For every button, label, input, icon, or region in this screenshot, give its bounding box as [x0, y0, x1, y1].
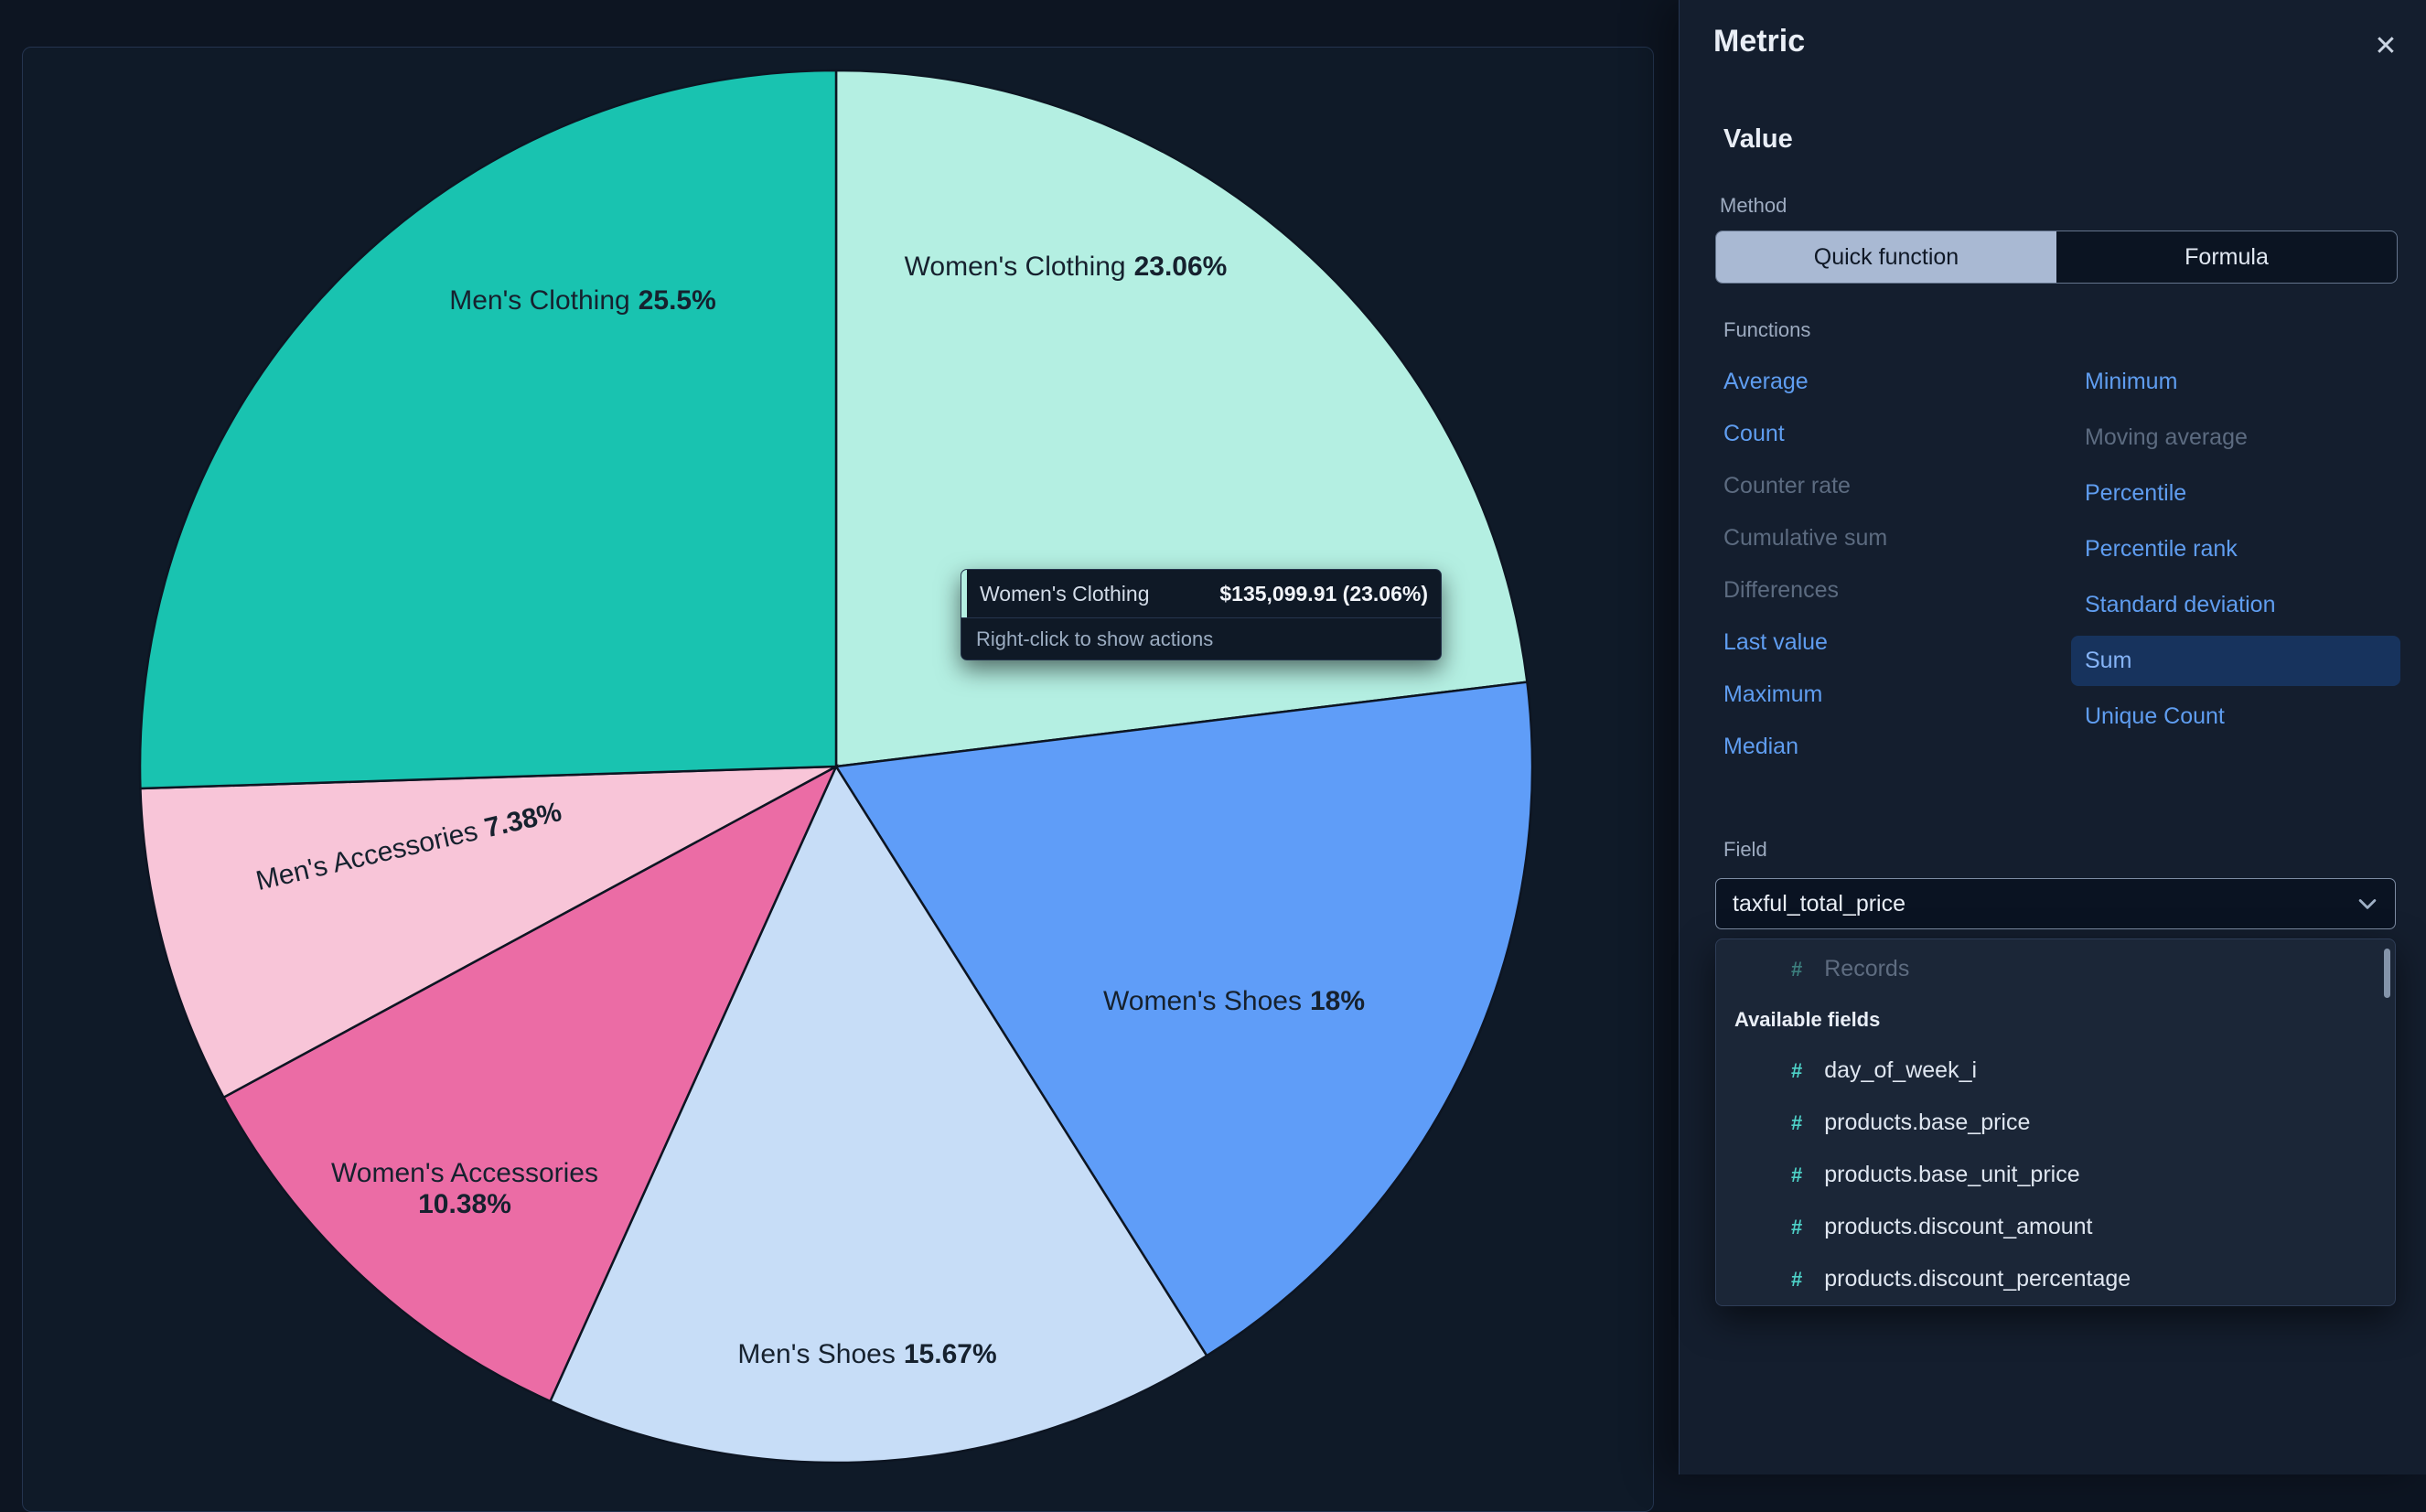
field-label: Field [1723, 838, 1767, 861]
function-maximum[interactable]: Maximum [1723, 681, 1823, 707]
method-button-group: Quick function Formula [1715, 231, 2398, 284]
pie-slice-women-s-accessories[interactable] [221, 764, 839, 1403]
functions-column-1: Average Count Counter rate Cumulative su… [1723, 368, 1887, 761]
function-median[interactable]: Median [1723, 734, 1798, 759]
pie-slice-men-s-accessories[interactable] [139, 765, 837, 1099]
function-minimum[interactable]: Minimum [2085, 369, 2178, 394]
function-standard-deviation[interactable]: Standard deviation [2085, 592, 2276, 617]
function-sum[interactable]: Sum [2071, 636, 2400, 686]
pie-slice-women-s-clothing[interactable] [834, 69, 1529, 768]
function-cumulative-sum: Cumulative sum [1723, 525, 1888, 551]
field-combobox[interactable]: taxful_total_price [1715, 878, 2396, 929]
tooltip-series-color-swatch [961, 570, 967, 617]
pie-chart [138, 69, 1534, 1464]
number-field-icon: # [1791, 957, 1803, 981]
method-quick-function-button[interactable]: Quick function [1716, 231, 2056, 283]
chevron-down-icon [2358, 899, 2377, 909]
tooltip-series-value: $135,099.91 (23.06%) [1219, 581, 1428, 606]
dropdown-option-label: products.base_price [1824, 1110, 2031, 1135]
method-formula-button[interactable]: Formula [2056, 231, 2397, 283]
function-last-value[interactable]: Last value [1723, 629, 1828, 655]
number-field-icon: # [1791, 1110, 1803, 1134]
dropdown-option-label: products.discount_percentage [1824, 1266, 2131, 1292]
dropdown-option-label: products.base_unit_price [1824, 1162, 2080, 1187]
close-icon[interactable]: ✕ [2365, 26, 2407, 68]
number-field-icon: # [1791, 1163, 1803, 1186]
tooltip-hint: Right-click to show actions [976, 627, 1214, 650]
function-count[interactable]: Count [1723, 421, 1785, 446]
flyout-title: Metric [1713, 24, 1806, 59]
available-fields-group-label: Available fields [1734, 1008, 1881, 1031]
dropdown-option-label: Records [1824, 956, 1910, 981]
tooltip-header: Women's Clothing $135,099.91 (23.06%) [961, 570, 1441, 617]
tooltip-divider [961, 617, 1441, 618]
functions-label: Functions [1723, 318, 1811, 341]
method-label: Method [1720, 194, 1787, 217]
pie-chart-panel: Women's Clothing $135,099.91 (23.06%) Ri… [22, 47, 1654, 1512]
dropdown-option-records: # Records [1716, 943, 2395, 995]
pie-slice-men-s-shoes[interactable] [548, 764, 1208, 1464]
field-dropdown: # Records Available fields # day_of_week… [1715, 938, 2396, 1306]
dropdown-option-products-base-price[interactable]: # products.base_price [1716, 1097, 2395, 1149]
pie-slice-women-s-shoes[interactable] [833, 681, 1534, 1357]
number-field-icon: # [1791, 1267, 1803, 1291]
function-moving-average: Moving average [2085, 424, 2248, 450]
functions-column-2: Minimum Moving average Percentile Percen… [2071, 368, 2400, 731]
function-counter-rate: Counter rate [1723, 473, 1851, 499]
function-percentile[interactable]: Percentile [2085, 480, 2187, 506]
dropdown-option-label: products.discount_amount [1824, 1214, 2093, 1239]
dropdown-option-products-base-unit-price[interactable]: # products.base_unit_price [1716, 1149, 2395, 1201]
chart-tooltip: Women's Clothing $135,099.91 (23.06%) Ri… [961, 569, 1442, 660]
pie-slice-men-s-clothing[interactable] [138, 69, 838, 790]
value-section-heading: Value [1723, 124, 1793, 154]
function-average[interactable]: Average [1723, 369, 1809, 394]
dropdown-scrollbar[interactable] [2384, 949, 2390, 998]
field-combobox-value: taxful_total_price [1733, 890, 1906, 917]
dropdown-option-day-of-week-i[interactable]: # day_of_week_i [1716, 1045, 2395, 1097]
dropdown-option-label: day_of_week_i [1824, 1057, 1978, 1083]
function-unique-count[interactable]: Unique Count [2085, 703, 2225, 729]
dropdown-option-products-discount-amount[interactable]: # products.discount_amount [1716, 1201, 2395, 1253]
metric-flyout: Metric ✕ Value Method Quick function For… [1679, 0, 2426, 1474]
dropdown-option-products-discount-percentage[interactable]: # products.discount_percentage [1716, 1253, 2395, 1305]
number-field-icon: # [1791, 1215, 1803, 1239]
function-percentile-rank[interactable]: Percentile rank [2085, 536, 2238, 562]
tooltip-series-name: Women's Clothing [980, 581, 1150, 606]
function-differences: Differences [1723, 577, 1839, 603]
number-field-icon: # [1791, 1058, 1803, 1082]
